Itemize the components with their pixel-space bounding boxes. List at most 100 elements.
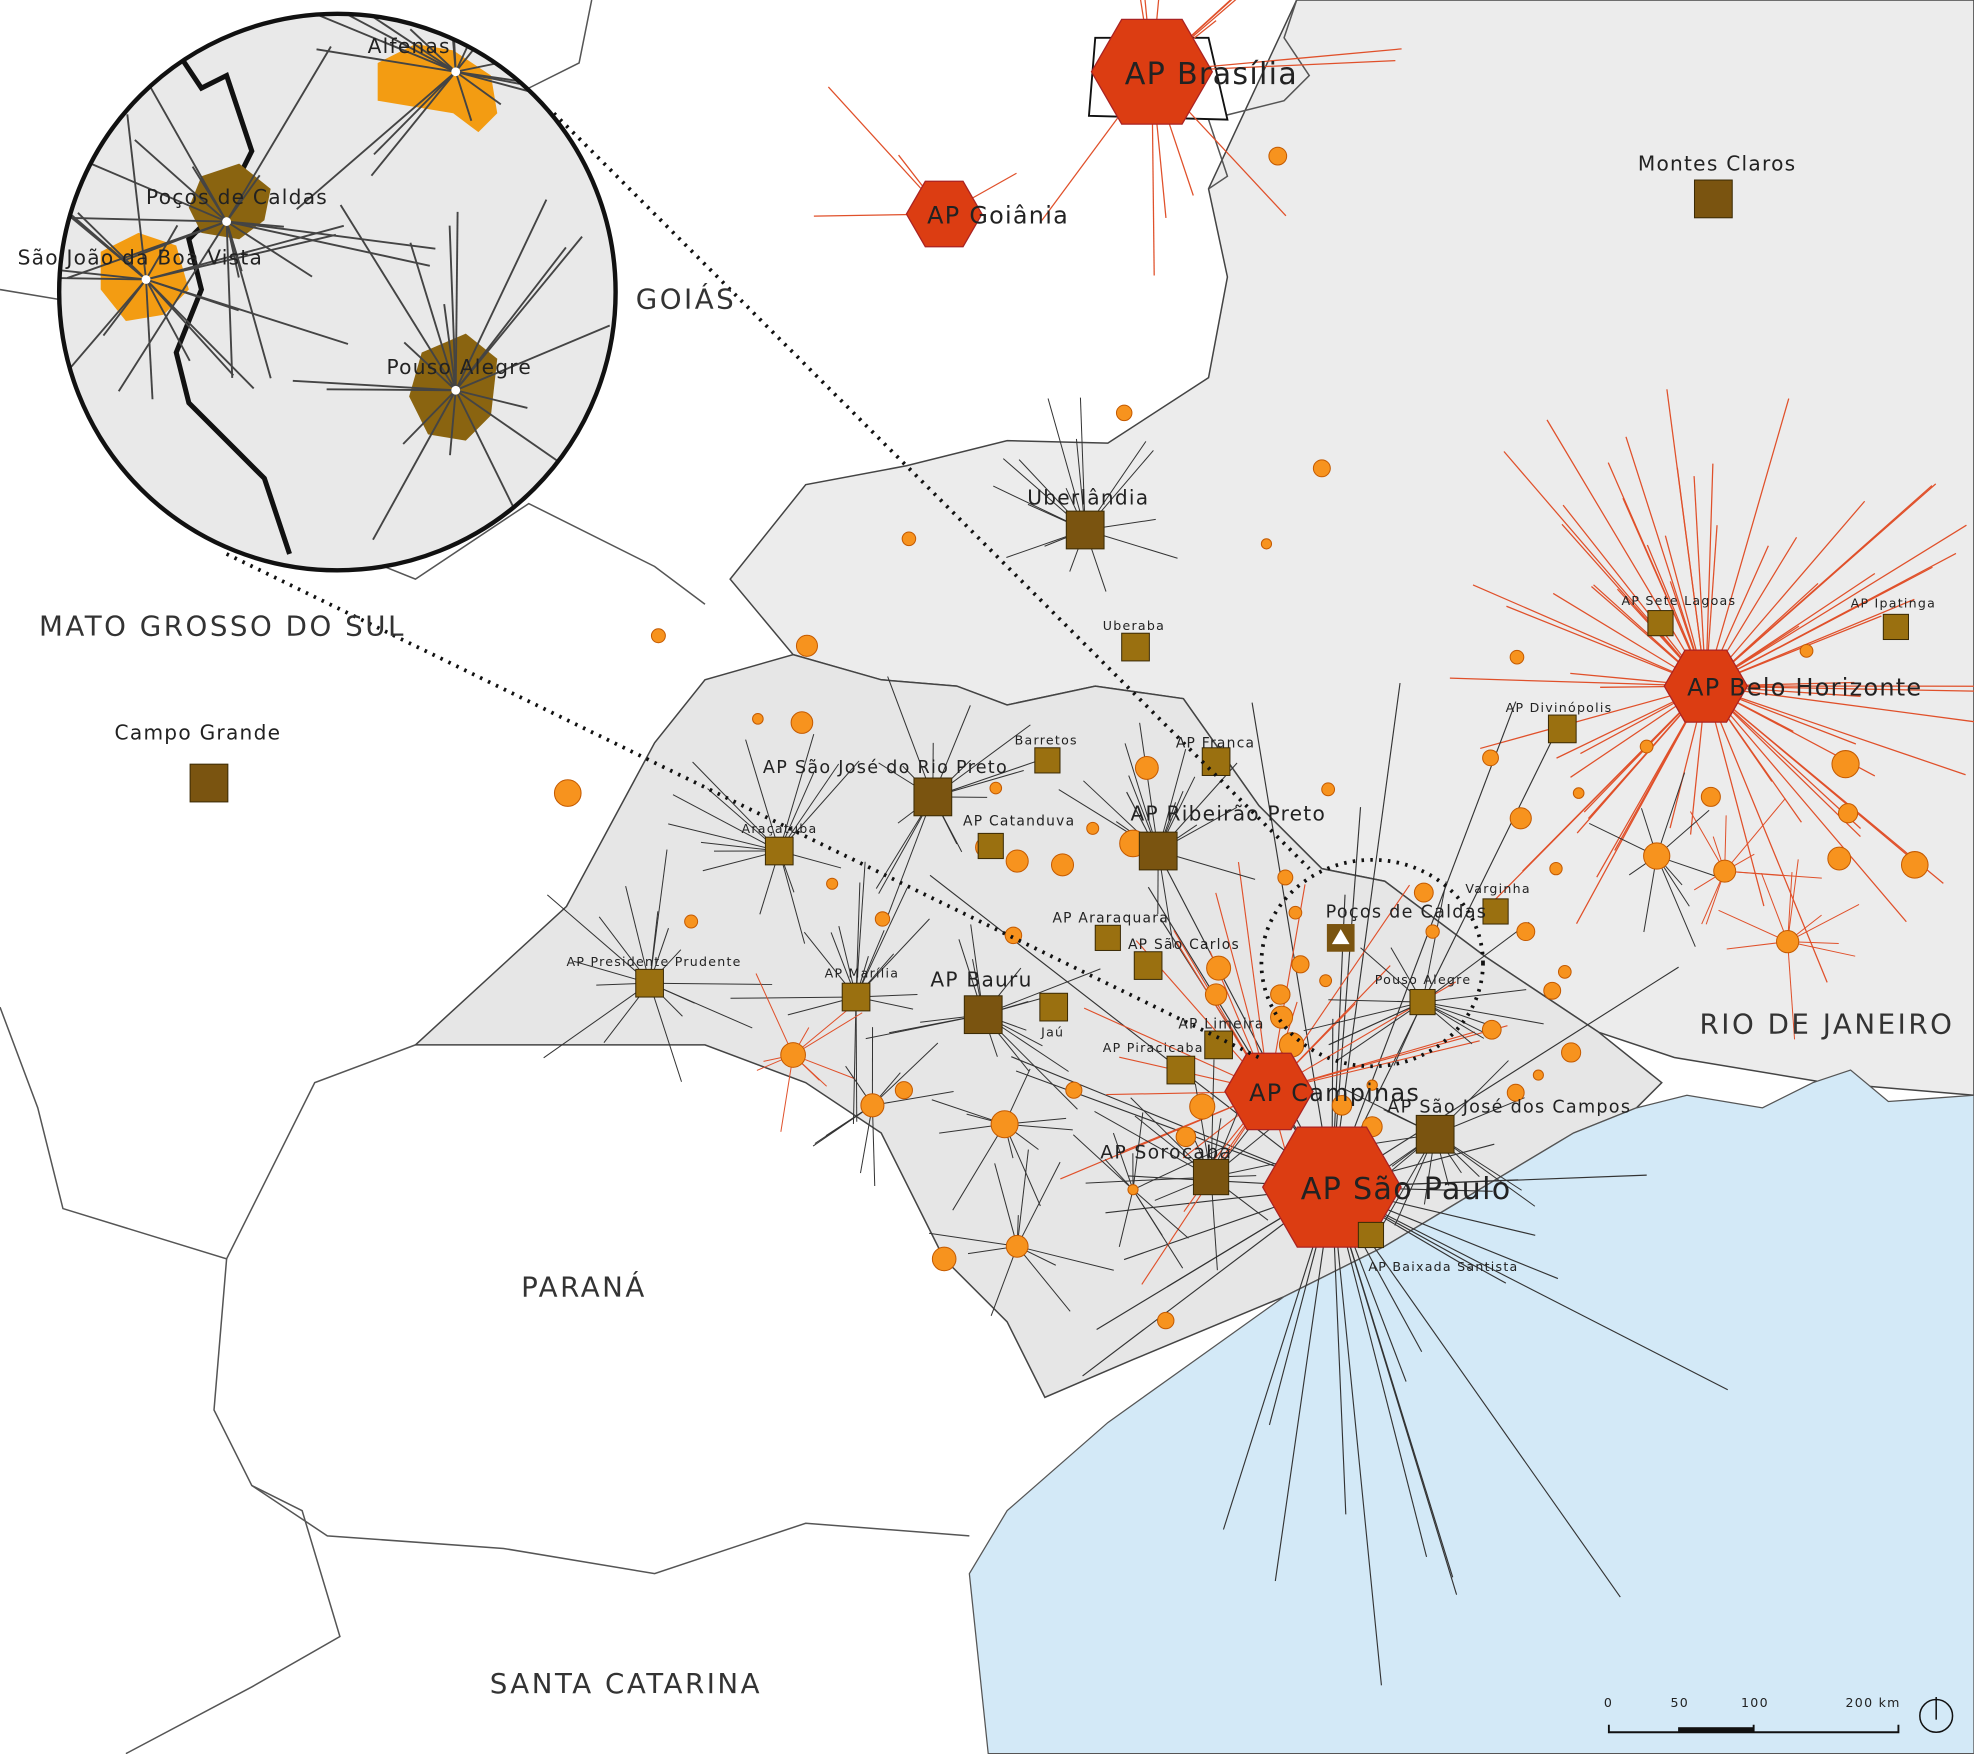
city: [1204, 1030, 1233, 1060]
inset-spoke: [145, 279, 154, 400]
node: [1366, 1079, 1378, 1091]
node: [1312, 459, 1331, 478]
node: [1549, 861, 1563, 876]
city: [1647, 610, 1674, 637]
city: [1039, 992, 1069, 1022]
spoke: [1705, 566, 1933, 687]
node: [1700, 786, 1721, 807]
city-label: Varginha: [1465, 881, 1531, 896]
node: [1481, 1019, 1502, 1040]
border: [125, 1484, 341, 1754]
spoke: [990, 1246, 1018, 1317]
node: [1331, 1095, 1353, 1116]
scale-label: 0: [1604, 1695, 1613, 1710]
inset-spoke: [370, 71, 457, 177]
spoke: [1787, 859, 1799, 942]
spoke: [1331, 701, 1517, 1188]
node: [1268, 146, 1288, 166]
spoke: [1705, 685, 1974, 723]
inset-content: [59, 13, 616, 571]
spoke: [1079, 397, 1086, 531]
inset-spoke: [225, 45, 332, 223]
spoke: [1132, 1189, 1189, 1239]
inset-spoke: [372, 389, 457, 541]
node: [650, 628, 666, 644]
inset-spoke: [145, 233, 337, 281]
hub: [1090, 18, 1214, 125]
city-label: Barretos: [1015, 733, 1078, 748]
inset-label: São João da Boa Vista: [18, 245, 264, 269]
node: [1005, 1234, 1029, 1258]
inset-spoke: [443, 304, 457, 391]
spoke: [994, 1163, 1018, 1247]
inset-spoke: [454, 236, 583, 391]
spoke: [1705, 685, 1966, 776]
node: [1321, 782, 1336, 797]
spoke: [1331, 1186, 1621, 1598]
city-label: AP São José dos Campos: [1387, 1098, 1631, 1118]
spoke: [1210, 1059, 1215, 1178]
spoke: [1705, 483, 1937, 687]
spoke: [855, 882, 861, 998]
inset-spoke: [145, 279, 191, 362]
inset-label: Poços de Caldas: [146, 185, 328, 209]
spoke: [952, 1123, 1006, 1211]
city-label: Montes Claros: [1638, 152, 1797, 176]
state-label: GOIÁS: [636, 281, 737, 315]
node: [1050, 853, 1075, 877]
node: [1206, 955, 1232, 981]
node: [790, 711, 814, 734]
inset-spoke: [319, 13, 457, 73]
spoke: [1016, 1149, 1029, 1247]
spoke: [1118, 1189, 1134, 1247]
spoke: [1724, 798, 1786, 872]
spoke: [1072, 1134, 1134, 1191]
inset-spoke: [292, 379, 456, 392]
city: [1192, 1158, 1230, 1196]
node: [1204, 983, 1228, 1006]
spoke: [872, 1042, 939, 1106]
inset-node: [222, 217, 232, 226]
city: [1121, 632, 1150, 662]
inset-spoke: [448, 225, 457, 391]
inset-spoke: [226, 220, 431, 267]
spoke: [983, 968, 1101, 1016]
node: [1277, 869, 1294, 886]
spoke: [1705, 524, 1967, 687]
inset-spoke: [145, 278, 255, 390]
node: [780, 1042, 806, 1068]
spoke: [865, 1014, 984, 1040]
spoke: [855, 861, 866, 998]
node: [1260, 538, 1273, 550]
spoke: [543, 982, 650, 1059]
spoke: [1094, 1111, 1212, 1178]
inset-spoke: [373, 71, 457, 156]
node: [795, 634, 818, 657]
node: [1639, 739, 1654, 754]
inset-border: [173, 48, 292, 555]
city-label: Uberaba: [1103, 618, 1165, 633]
spoke: [1480, 685, 1706, 750]
node: [1086, 821, 1100, 835]
city: [635, 968, 664, 998]
spoke: [1132, 1189, 1163, 1236]
spoke: [1331, 1186, 1454, 1578]
inset-spoke: [145, 278, 349, 345]
spoke: [886, 796, 934, 920]
spoke: [872, 1090, 954, 1106]
inset-spoke: [134, 139, 228, 223]
spoke: [792, 1005, 854, 1056]
node: [901, 531, 917, 547]
spoke: [887, 676, 934, 798]
spoke: [1331, 966, 1679, 1188]
node: [990, 1110, 1019, 1139]
city-label: Uberlândia: [1027, 485, 1149, 509]
spoke: [792, 1012, 863, 1056]
spoke: [745, 739, 780, 852]
city: [764, 836, 794, 866]
markers: [189, 18, 1909, 1249]
city-label: AP Baixada Santista: [1368, 1259, 1518, 1274]
spoke: [852, 997, 857, 1125]
node: [1127, 1184, 1139, 1196]
